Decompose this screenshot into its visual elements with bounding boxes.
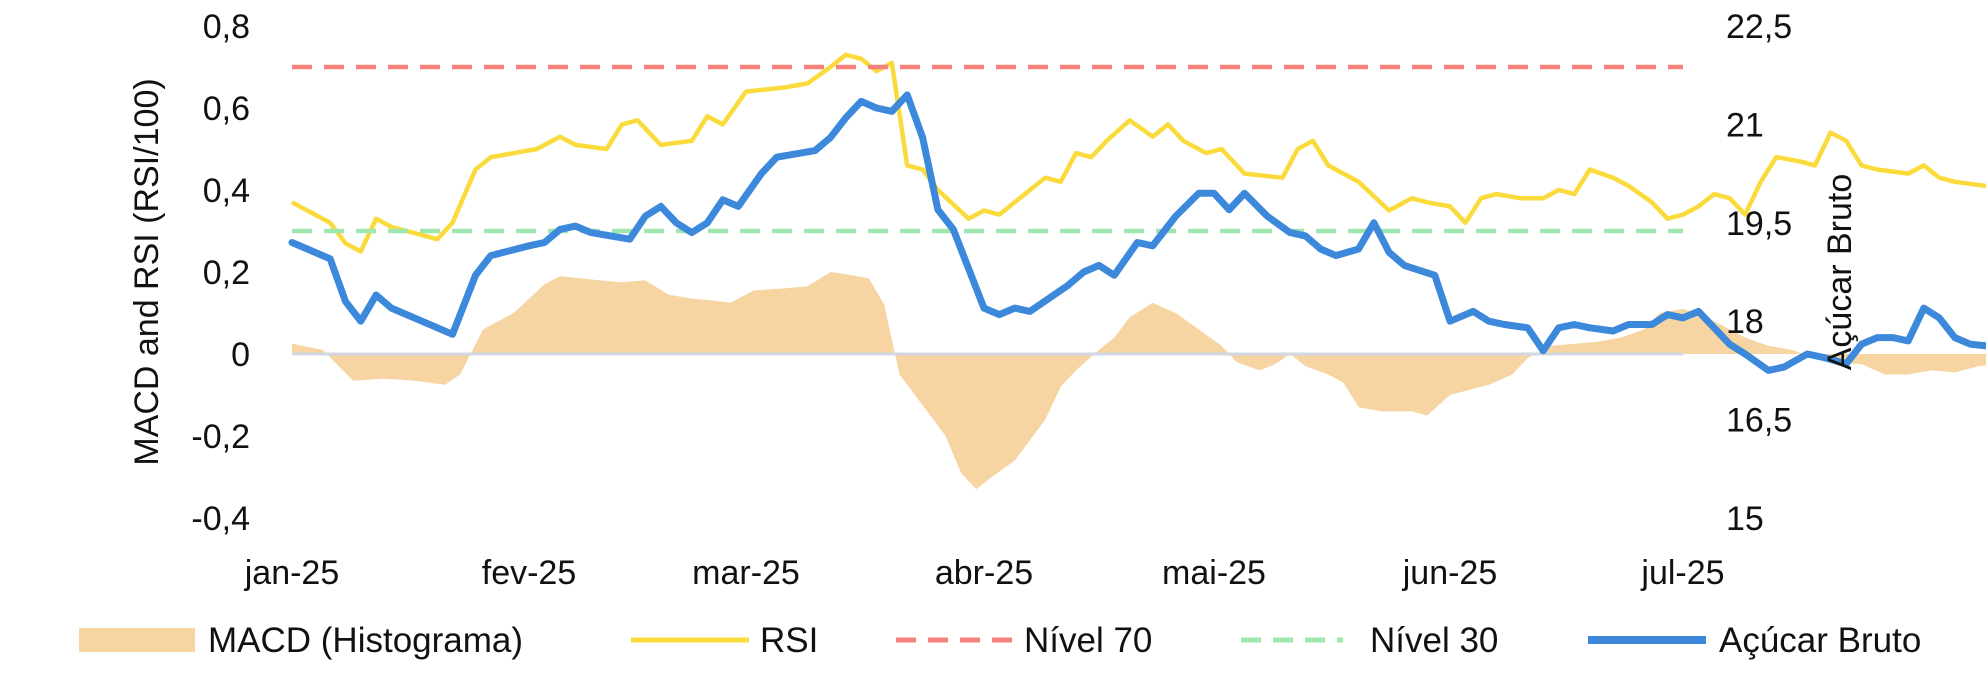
y-right-axis-title: Açúcar Bruto (1821, 174, 1859, 371)
y-right-tick-label: 19,5 (1726, 205, 1792, 243)
legend: MACD (Histograma) RSI Nível 70 Nível 30 Açúc… (79, 621, 1921, 660)
legend-label: Açúcar Bruto (1719, 621, 1921, 660)
y-right-tick-label: 21 (1726, 106, 1764, 144)
legend-label: MACD (Histograma) (208, 621, 523, 660)
y-left-tick-label: -0,2 (191, 418, 250, 456)
series-rsi-line (290, 52, 1986, 254)
plot-area (288, 52, 1986, 490)
y-left-tick-label: 0,8 (203, 8, 250, 46)
y-left-tick-label: -0,4 (191, 500, 250, 538)
y-left-tick-label: 0 (231, 336, 250, 374)
y-right-tick-label: 15 (1726, 500, 1764, 538)
legend-label: Nível 30 (1370, 621, 1498, 660)
y-left-tick-label: 0,4 (203, 172, 250, 210)
series-acucar-bruto-line (288, 91, 1986, 374)
legend-nivel-70: Nível 70 (896, 621, 1152, 660)
legend-swatch (79, 628, 195, 652)
legend-acucar-bruto: Açúcar Bruto (1588, 621, 1921, 660)
legend-macd-histogram: MACD (Histograma) (79, 621, 523, 660)
x-tick-label: jun-25 (1402, 554, 1498, 592)
x-tick-label: abr-25 (935, 554, 1033, 592)
legend-rsi: RSI (631, 621, 818, 660)
y-right-tick-label: 18 (1726, 303, 1764, 341)
legend-label: RSI (760, 621, 818, 660)
x-tick-label: mar-25 (692, 554, 800, 592)
y-right-tick-label: 22,5 (1726, 8, 1792, 46)
y-left-axis-title: MACD and RSI (RSI/100) (128, 78, 166, 465)
y-left-tick-label: 0,2 (203, 254, 250, 292)
x-tick-label: jul-25 (1640, 554, 1724, 592)
x-tick-label: jan-25 (244, 554, 340, 592)
y-left-tick-label: 0,6 (203, 90, 250, 128)
x-tick-label: fev-25 (482, 554, 577, 592)
axes: -0,4 -0,2 0 0,2 0,4 0,6 0,8 15 16,5 18 19,5 21 22,5 j… (128, 8, 1859, 592)
legend-nivel-30: Nível 30 (1241, 621, 1498, 660)
y-right-tick-label: 16,5 (1726, 402, 1792, 440)
x-tick-label: mai-25 (1162, 554, 1266, 592)
series-macd-histogram (292, 272, 1986, 490)
legend-label: Nível 70 (1024, 621, 1152, 660)
